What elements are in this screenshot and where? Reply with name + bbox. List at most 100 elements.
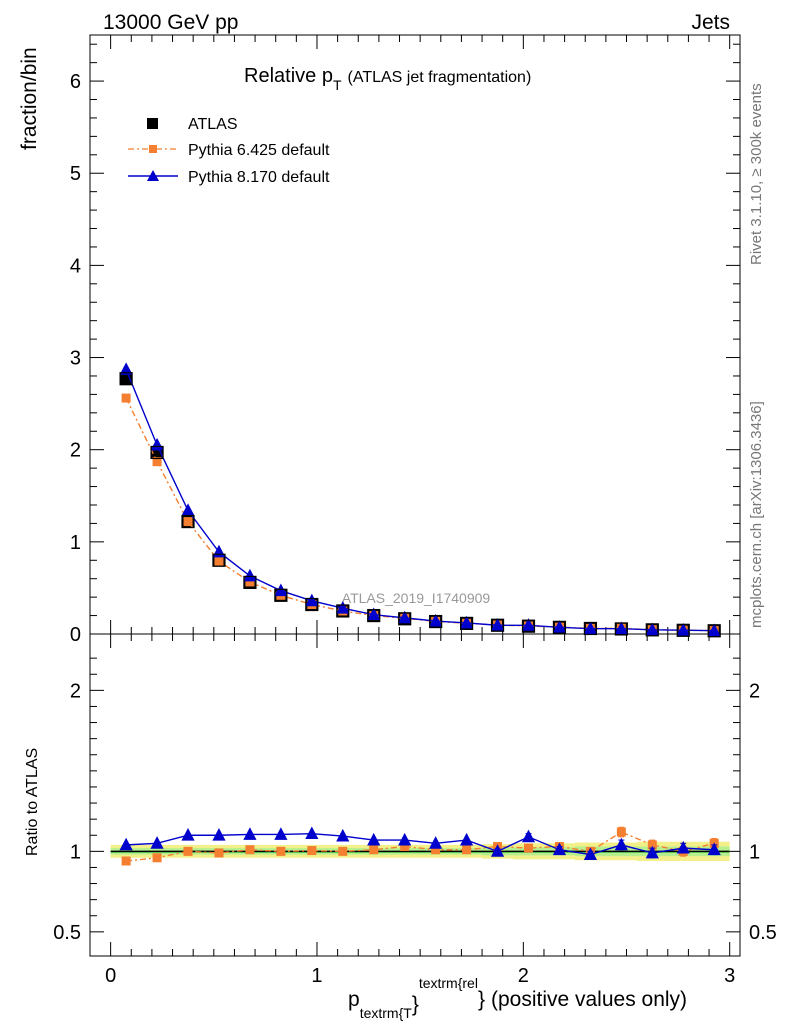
ratio-pythia6-point bbox=[307, 846, 317, 856]
atlas-data-point-outline bbox=[181, 514, 195, 529]
atlas-data-point-outline bbox=[212, 553, 226, 567]
ratio-pythia8-point bbox=[274, 827, 288, 840]
main-title-p: Relative p bbox=[244, 65, 333, 87]
ratio-pythia6-point bbox=[276, 846, 286, 856]
pythia8-point bbox=[243, 568, 257, 582]
ratio-xtick-label: 3 bbox=[724, 965, 735, 987]
legend-py6-marker bbox=[149, 145, 157, 153]
ratio-ylabel: Ratio to ATLAS bbox=[24, 748, 41, 856]
ratio-ytick-label: 1 bbox=[70, 841, 81, 863]
ratio-pythia8-point bbox=[521, 829, 536, 843]
ratio-xtick-label: 2 bbox=[518, 965, 529, 987]
atlas-data-point-outline bbox=[274, 588, 288, 602]
atlas-data-point-outline bbox=[243, 575, 257, 589]
atlas-data-point-outline bbox=[583, 621, 597, 636]
pythia6-point bbox=[214, 556, 224, 566]
pythia8-point bbox=[305, 593, 319, 607]
x-axis-label-sup: textrm{rel bbox=[419, 975, 478, 991]
pythia8-point bbox=[676, 623, 690, 636]
legend-py8-label: Pythia 8.170 default bbox=[188, 169, 330, 186]
pythia8-point bbox=[181, 503, 195, 516]
atlas-data-point-outline bbox=[398, 612, 412, 626]
ratio-pythia8-point bbox=[583, 847, 597, 860]
ratio-pythia6-point bbox=[338, 846, 348, 856]
atlas-data-point-outline bbox=[676, 623, 690, 637]
legend: ATLAS Pythia 6.425 default Pythia 8.170 … bbox=[128, 116, 330, 186]
side-label-source: mcplots.cern.ch [arXiv:1306.3436] bbox=[748, 401, 765, 628]
pythia8-point bbox=[552, 620, 567, 633]
legend-py8-marker bbox=[147, 170, 159, 181]
pythia8-point bbox=[459, 615, 474, 629]
ratio-pythia6-point bbox=[152, 853, 162, 863]
pythia8-point bbox=[119, 362, 133, 375]
atlas-data-point-outline bbox=[645, 623, 659, 637]
ratio-pythia6-point bbox=[121, 856, 131, 866]
main-title-sub: T bbox=[333, 77, 342, 93]
atlas-data-point-outline bbox=[459, 616, 474, 631]
ratio-pythia8-point bbox=[243, 827, 257, 840]
ratio-pythia6-point bbox=[214, 848, 224, 858]
pythia8-point bbox=[645, 622, 659, 636]
pythia8-point bbox=[707, 623, 721, 637]
legend-atlas-label: ATLAS bbox=[188, 116, 238, 133]
legend-py6-label: Pythia 6.425 default bbox=[188, 142, 330, 159]
atlas-data-point-outline bbox=[521, 619, 536, 633]
ratio-ytick-label: 0.5 bbox=[53, 922, 81, 944]
ratio-pythia6-point bbox=[245, 845, 255, 855]
ratio-ytick-label-right: 0.5 bbox=[749, 922, 777, 944]
ratio-plot-frame bbox=[89, 633, 741, 957]
atlas-data-point-outline bbox=[367, 608, 381, 623]
ratio-pythia8-point bbox=[490, 844, 505, 857]
ratio-pythia6-point bbox=[523, 843, 533, 853]
main-title: Relative pT (ATLAS jet fragmentation) bbox=[244, 65, 531, 93]
ratio-pythia8-point bbox=[676, 840, 690, 854]
pythia6-point bbox=[121, 393, 131, 403]
header-process: Jets bbox=[691, 11, 730, 34]
pythia8-point bbox=[398, 610, 412, 624]
ratio-pythia8-point bbox=[336, 828, 350, 842]
ratio-series-line-1 bbox=[126, 832, 715, 856]
atlas-data-point-outline bbox=[150, 445, 164, 460]
ratio-pythia8-point bbox=[212, 828, 226, 841]
ratio-series-group bbox=[119, 826, 721, 866]
atlas-data-point-outline bbox=[490, 618, 505, 632]
main-ytick-label: 0 bbox=[70, 624, 81, 646]
x-axis-label-brace2: } bbox=[478, 988, 485, 1011]
header-energy: 13000 GeV pp bbox=[103, 11, 238, 34]
main-ytick-label: 1 bbox=[70, 532, 81, 554]
side-label-rivet: Rivet 3.1.10, ≥ 300k events bbox=[748, 83, 765, 265]
atlas-data-point-outline bbox=[707, 624, 721, 638]
ratio-pythia8-point bbox=[552, 842, 567, 856]
atlas-data-point-outline bbox=[429, 614, 443, 629]
x-axis-label-rest: (positive values only) bbox=[491, 988, 687, 1011]
ratio-pythia8-point bbox=[429, 836, 443, 849]
ratio-pythia6-point bbox=[647, 840, 657, 850]
pythia8-point bbox=[429, 613, 443, 627]
ratio-ytick-label: 2 bbox=[70, 680, 81, 702]
ratio-xtick-label: 0 bbox=[105, 965, 116, 987]
ratio-pythia8-point bbox=[119, 837, 133, 851]
ratio-pythia8-point bbox=[181, 828, 195, 841]
ratio-pythia6-point bbox=[462, 845, 472, 855]
main-ytick-label: 5 bbox=[70, 163, 81, 185]
atlas-data-point-outline bbox=[119, 372, 133, 386]
pythia8-point bbox=[336, 600, 350, 614]
pythia8-point bbox=[614, 621, 628, 635]
ratio-pythia8-point bbox=[150, 836, 164, 849]
main-ytick-label: 2 bbox=[70, 440, 81, 462]
ratio-uncertainty-band bbox=[110, 841, 730, 862]
main-ylabel: fraction/bin bbox=[18, 47, 41, 150]
ratio-pythia8-point bbox=[645, 845, 659, 859]
main-ytick-label: 6 bbox=[70, 71, 81, 93]
ratio-axis-ticks: 0.5 0.5 1 1 2 2 0 1 2 3 bbox=[53, 634, 777, 987]
ratio-pythia8-point bbox=[459, 832, 474, 846]
ratio-pythia8-point bbox=[707, 842, 721, 856]
pythia6-point bbox=[183, 517, 193, 527]
pythia8-point bbox=[583, 621, 597, 635]
main-axis-ticks: 0 1 2 3 4 5 6 bbox=[70, 35, 740, 646]
ratio-pythia6-point bbox=[431, 845, 441, 855]
atlas-data-point-outline bbox=[336, 604, 350, 618]
atlas-data-point-outline bbox=[305, 597, 319, 612]
main-series-group bbox=[119, 362, 721, 638]
